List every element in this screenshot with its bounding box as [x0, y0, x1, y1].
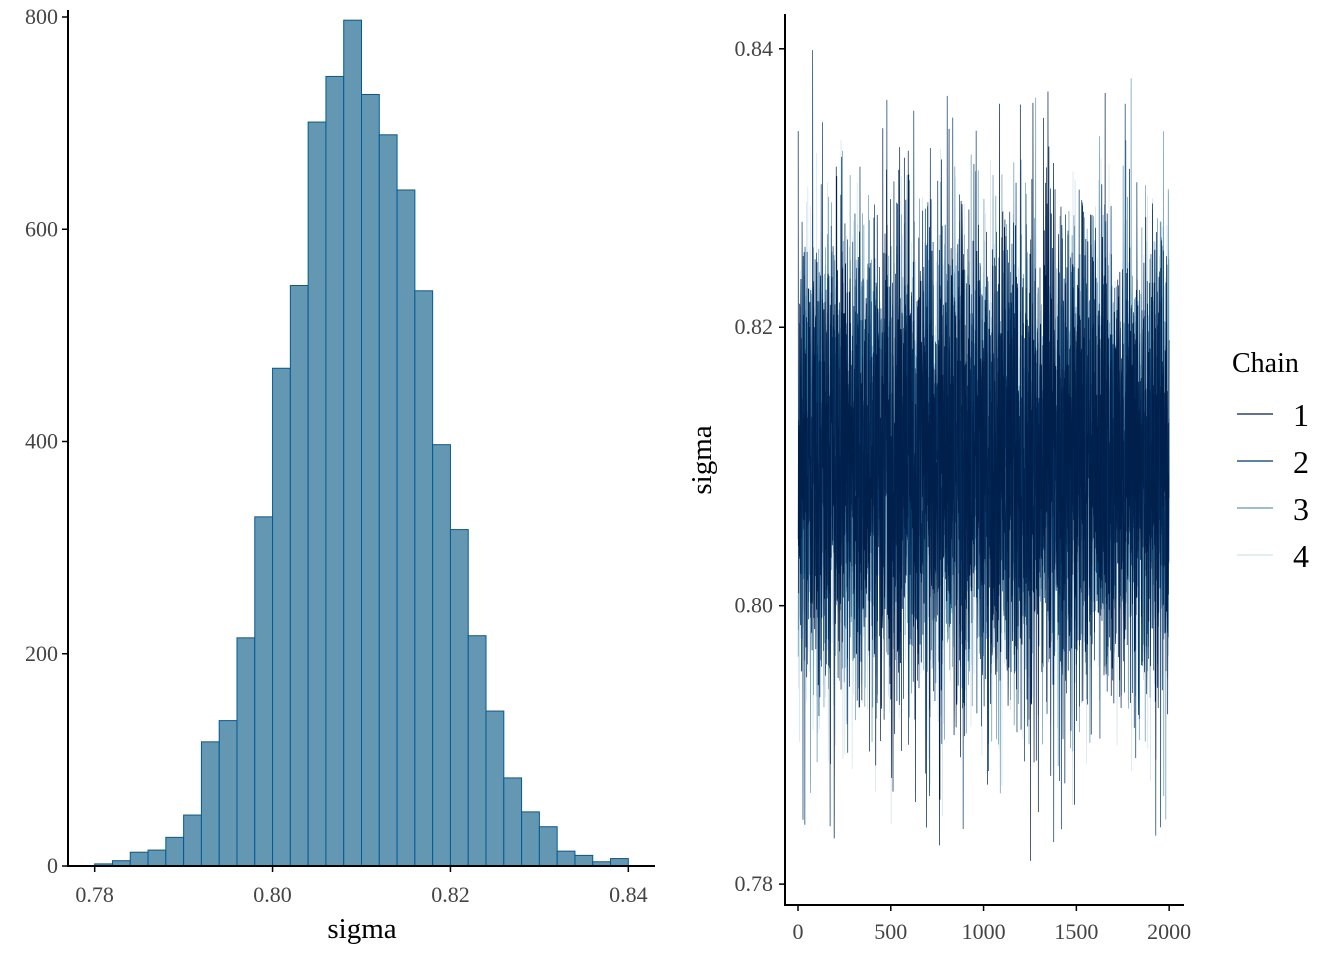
hist-y-tick-label: 400 — [25, 429, 58, 454]
chain-legend: Chain 1 2 3 4 — [1232, 348, 1309, 574]
histogram-bar — [432, 444, 451, 867]
hist-x-axis-label: sigma — [327, 913, 396, 945]
histogram-bar — [183, 814, 202, 867]
histogram-bar — [361, 93, 380, 867]
legend-label-chain-3: 3 — [1293, 491, 1309, 527]
hist-x-ticks: 0.78 0.80 0.82 0.84 — [75, 866, 648, 907]
histogram-bars — [94, 19, 629, 867]
trace-x-tick-label: 2000 — [1147, 919, 1191, 944]
hist-x-tick-label: 0.78 — [75, 882, 114, 907]
trace-y-axis-label: sigma — [686, 425, 718, 494]
trace-x-tick-label: 1000 — [962, 919, 1006, 944]
hist-y-tick-label: 600 — [25, 216, 58, 241]
hist-x-tick-label: 0.82 — [431, 882, 470, 907]
histogram-bar — [449, 529, 469, 867]
histogram-panel: 0 200 400 600 800 0.78 0.80 0.82 0.84 sigma — [25, 4, 655, 945]
trace-y-tick-label: 0.84 — [735, 36, 774, 61]
legend-label-chain-1: 1 — [1293, 397, 1309, 433]
trace-line-chain-1 — [797, 91, 1170, 861]
histogram-bar — [325, 75, 345, 867]
trace-y-ticks: 0.78 0.80 0.82 0.84 — [735, 36, 785, 896]
histogram-bar — [485, 710, 505, 867]
histogram-bar — [200, 741, 220, 867]
trace-y-tick-label: 0.80 — [735, 593, 774, 618]
hist-y-tick-label: 0 — [47, 853, 58, 878]
histogram-bar — [289, 285, 309, 867]
histogram-bar — [343, 19, 362, 867]
histogram-bar — [378, 134, 398, 867]
trace-lines — [797, 50, 1170, 861]
histogram-bar — [147, 849, 167, 867]
histogram-bar — [574, 854, 594, 867]
histogram-bar — [165, 836, 185, 867]
hist-x-tick-label: 0.80 — [253, 882, 292, 907]
legend-label-chain-4: 4 — [1293, 538, 1309, 574]
histogram-bar — [307, 121, 327, 867]
histogram-bar — [396, 189, 416, 867]
trace-panel: 0.78 0.80 0.82 0.84 0 500 1000 1500 2000 sigma — [686, 14, 1191, 944]
hist-x-tick-label: 0.84 — [609, 882, 648, 907]
hist-y-tick-label: 800 — [25, 4, 58, 29]
legend-label-chain-2: 2 — [1293, 444, 1309, 480]
histogram-bar — [218, 720, 238, 867]
hist-y-ticks: 0 200 400 600 800 — [25, 4, 68, 878]
hist-y-tick-label: 200 — [25, 641, 58, 666]
histogram-bar — [467, 635, 487, 867]
histogram-bar — [254, 516, 274, 867]
histogram-bar — [129, 851, 149, 867]
trace-y-tick-label: 0.78 — [735, 871, 774, 896]
legend-items: 1 2 3 4 — [1237, 397, 1309, 574]
histogram-bar — [521, 811, 540, 867]
legend-title: Chain — [1232, 348, 1299, 379]
histogram-bar — [236, 637, 256, 867]
trace-x-ticks: 0 500 1000 1500 2000 — [792, 905, 1191, 944]
trace-x-tick-label: 0 — [792, 919, 803, 944]
histogram-bar — [414, 290, 434, 867]
histogram-bar — [610, 858, 629, 867]
trace-x-tick-label: 1500 — [1054, 919, 1098, 944]
histogram-bar — [538, 826, 558, 867]
histogram-bar — [503, 777, 523, 867]
trace-y-tick-label: 0.82 — [735, 314, 774, 339]
trace-x-tick-label: 500 — [874, 919, 907, 944]
histogram-bar — [556, 850, 576, 867]
histogram-bar — [272, 367, 291, 867]
